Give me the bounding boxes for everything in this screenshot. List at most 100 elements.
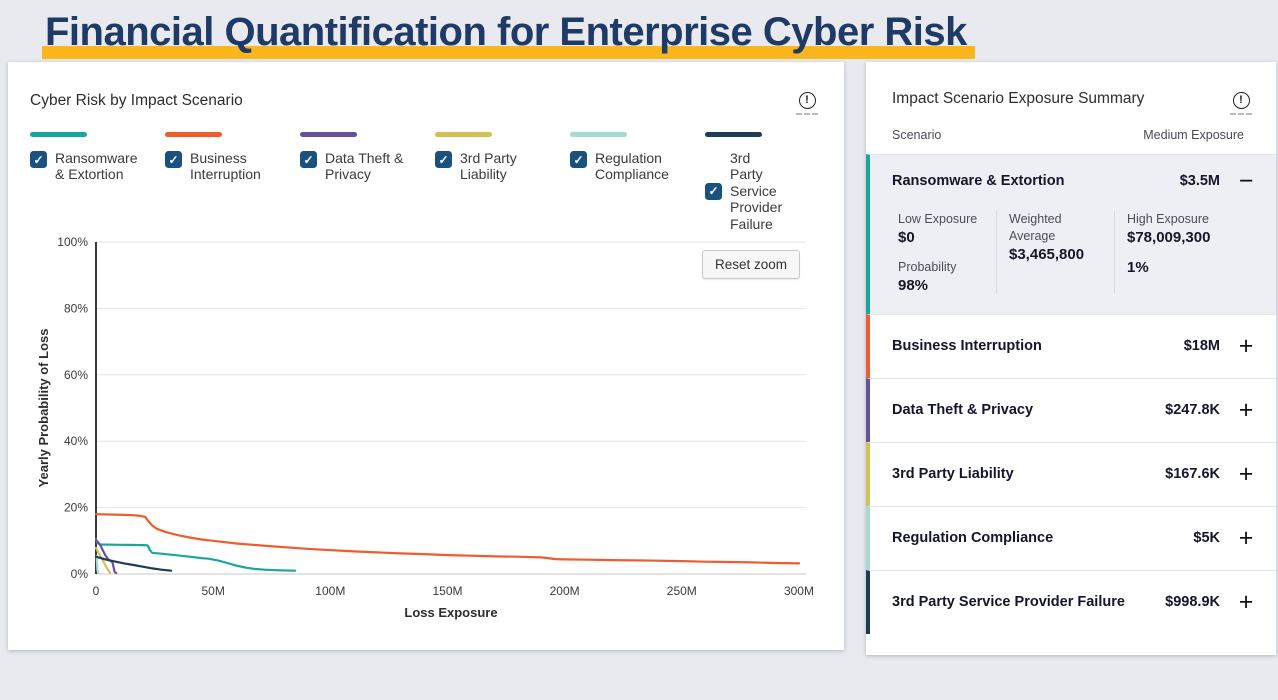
summary-row-head[interactable]: Data Theft & Privacy $247.8K + <box>870 379 1276 442</box>
summary-card-title: Impact Scenario Exposure Summary <box>892 90 1145 107</box>
x-tick-250M: 250M <box>667 584 697 598</box>
legend-color-line <box>165 132 222 137</box>
low-exposure-label: Low Exposure <box>898 212 978 226</box>
y-tick-100%: 100% <box>57 235 88 249</box>
high-exposure-label: High Exposure <box>1127 212 1209 226</box>
info-dashed-underline <box>1230 113 1252 115</box>
chart-legend: ✓ Ransomware & Extortion ✓ Business Interru… <box>20 132 783 232</box>
checkbox-checked-icon[interactable]: ✓ <box>705 182 722 200</box>
exposure-summary-card: Impact Scenario Exposure Summary ! Scena… <box>866 62 1276 655</box>
expand-icon[interactable]: + <box>1238 460 1254 489</box>
expand-icon[interactable]: + <box>1238 332 1254 361</box>
loss-exceedance-chart[interactable]: 0% 20% 40% 60% 80% 100% 0 50M 100M 150M 200M 250M 30… <box>34 232 814 624</box>
detail-col-low: Low Exposure $0 Probability 98% <box>886 211 996 294</box>
legend-item-ransomware-extortion: ✓ Ransomware & Extortion <box>20 132 145 232</box>
series-data-theft-privacy <box>94 539 118 575</box>
summary-row-head[interactable]: Ransomware & Extortion $3.5M − <box>870 155 1276 207</box>
expand-icon[interactable]: + <box>1238 588 1254 617</box>
medium-exposure-value: $167.6K <box>1165 466 1220 483</box>
series-regulation-compliance <box>95 555 100 575</box>
legend-item-business-interruption: ✓ Business Interruption <box>155 132 280 232</box>
scenario-name: Data Theft & Privacy <box>892 402 1034 419</box>
x-tick-200M: 200M <box>550 584 580 598</box>
legend-item-data-theft-privacy: ✓ Data Theft & Privacy <box>290 132 415 232</box>
checkbox-checked-icon[interactable]: ✓ <box>165 151 182 168</box>
collapse-icon[interactable]: − <box>1238 167 1254 195</box>
y-axis-label: Yearly Probability of Loss <box>36 329 51 488</box>
legend-color-line <box>30 132 87 137</box>
scenario-name: Business Interruption <box>892 338 1042 355</box>
summary-row-head[interactable]: Business Interruption $18M + <box>870 315 1276 378</box>
legend-color-line <box>570 132 627 137</box>
info-icon: ! <box>798 92 816 109</box>
medium-exposure-value: $247.8K <box>1165 402 1220 419</box>
chart-info-tooltip[interactable]: ! <box>796 90 818 115</box>
legend-item-3rd-party-liability: ✓ 3rd Party Liability <box>425 132 550 232</box>
y-tick-0%: 0% <box>71 567 89 581</box>
series-ransomware-extortion <box>94 538 297 572</box>
column-scenario: Scenario <box>892 128 942 142</box>
legend-label: 3rd Party Liability <box>460 150 517 183</box>
high-exposure-value: $78,009,300 <box>1127 228 1211 246</box>
reset-zoom-button[interactable]: Reset zoom <box>701 250 800 279</box>
expand-icon[interactable]: + <box>1238 524 1254 553</box>
y-tick-40%: 40% <box>64 434 88 448</box>
scenario-name: Regulation Compliance <box>892 530 1054 547</box>
weighted-average-value: $3,465,800 <box>1009 245 1085 263</box>
scenario-name: 3rd Party Service Provider Failure <box>892 594 1125 611</box>
summary-row-3rd-party-service-provider-failure: 3rd Party Service Provider Failure $998.9… <box>866 569 1276 634</box>
summary-row-head[interactable]: Regulation Compliance $5K + <box>870 507 1276 570</box>
legend-color-line <box>435 132 492 137</box>
legend-color-line <box>300 132 357 137</box>
probability-value: 98% <box>898 276 929 294</box>
medium-exposure-value: $998.9K <box>1165 594 1220 611</box>
legend-item-regulation-compliance: ✓ Regulation Compliance <box>560 132 685 232</box>
summary-row-head[interactable]: 3rd Party Service Provider Failure $998.9… <box>870 571 1276 634</box>
detail-col-weighted-average: Weighted Average $3,465,800 <box>996 211 1114 294</box>
summary-column-headers: Scenario Medium Exposure <box>866 108 1276 154</box>
summary-row-regulation-compliance: Regulation Compliance $5K + <box>866 505 1276 570</box>
y-tick-20%: 20% <box>64 501 88 515</box>
page-title: Financial Quantification for Enterprise … <box>42 6 975 59</box>
legend-label: Data Theft & Privacy <box>325 150 404 183</box>
summary-row-head[interactable]: 3rd Party Liability $167.6K + <box>870 443 1276 506</box>
info-dashed-underline <box>796 113 818 115</box>
legend-check-row: ✓ Regulation Compliance <box>560 150 685 183</box>
x-tick-300M: 300M <box>784 584 814 598</box>
checkbox-checked-icon[interactable]: ✓ <box>435 151 452 168</box>
low-exposure-value: $0 <box>898 228 915 246</box>
x-tick-0: 0 <box>93 584 100 598</box>
legend-color-line <box>705 132 762 137</box>
info-icon: ! <box>1232 92 1250 109</box>
column-medium-exposure: Medium Exposure <box>1143 128 1244 142</box>
scenario-detail-grid: Low Exposure $0 Probability 98% Weighted Ave… <box>886 211 1266 314</box>
scenario-name: Ransomware & Extortion <box>892 173 1065 189</box>
legend-label: Business Interruption <box>190 150 261 183</box>
medium-exposure-value: $18M <box>1183 338 1220 355</box>
x-axis-label: Loss Exposure <box>404 605 497 620</box>
y-tick-60%: 60% <box>64 368 88 382</box>
weighted-average-label: Weighted Average <box>1009 212 1062 243</box>
summary-row-data-theft-privacy: Data Theft & Privacy $247.8K + <box>866 377 1276 442</box>
x-tick-50M: 50M <box>201 584 224 598</box>
chart-card-title: Cyber Risk by Impact Scenario <box>30 92 243 109</box>
page-header: Financial Quantification for Enterprise … <box>42 6 975 59</box>
y-tick-80%: 80% <box>64 301 88 315</box>
legend-label: 3rd Party Service Provider Failure <box>730 150 783 232</box>
checkbox-checked-icon[interactable]: ✓ <box>300 151 317 168</box>
series-business-interruption <box>94 513 801 565</box>
probability-label: Probability <box>898 259 957 274</box>
checkbox-checked-icon[interactable]: ✓ <box>30 151 47 168</box>
expand-icon[interactable]: + <box>1238 396 1254 425</box>
high-probability-value: 1% <box>1127 258 1149 276</box>
legend-label: Regulation Compliance <box>595 150 669 183</box>
checkbox-checked-icon[interactable]: ✓ <box>570 151 587 168</box>
detail-col-high: High Exposure $78,009,300 1% <box>1114 211 1266 294</box>
summary-info-tooltip[interactable]: ! <box>1230 90 1252 115</box>
summary-row-list: Ransomware & Extortion $3.5M − Low Exposure… <box>866 154 1276 634</box>
legend-label: Ransomware & Extortion <box>55 150 138 183</box>
series-3rd-party-service-provider-failure <box>94 555 173 572</box>
summary-row-ransomware-extortion: Ransomware & Extortion $3.5M − Low Exposure… <box>866 154 1276 314</box>
medium-exposure-value: $5K <box>1193 530 1220 547</box>
legend-check-row: ✓ Business Interruption <box>155 150 280 183</box>
